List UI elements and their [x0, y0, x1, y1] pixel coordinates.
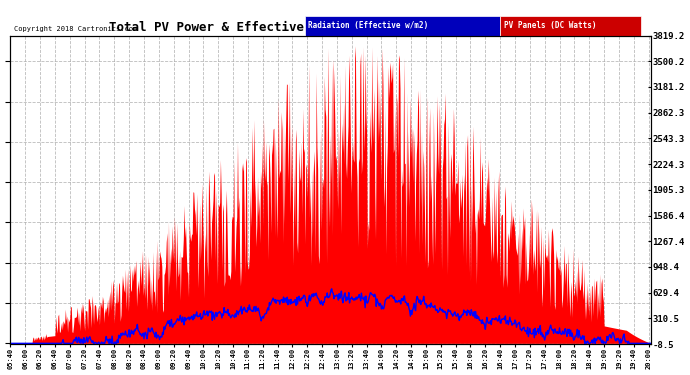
Text: PV Panels (DC Watts): PV Panels (DC Watts) — [504, 21, 596, 30]
Bar — [305, 15, 500, 36]
Text: Copyright 2018 Cartronics.com: Copyright 2018 Cartronics.com — [14, 27, 137, 33]
Title: Total PV Power & Effective Solar Radiation Thu Jul 26 20:09: Total PV Power & Effective Solar Radiati… — [109, 21, 552, 34]
Text: Radiation (Effective w/m2): Radiation (Effective w/m2) — [308, 21, 428, 30]
Bar — [500, 15, 641, 36]
